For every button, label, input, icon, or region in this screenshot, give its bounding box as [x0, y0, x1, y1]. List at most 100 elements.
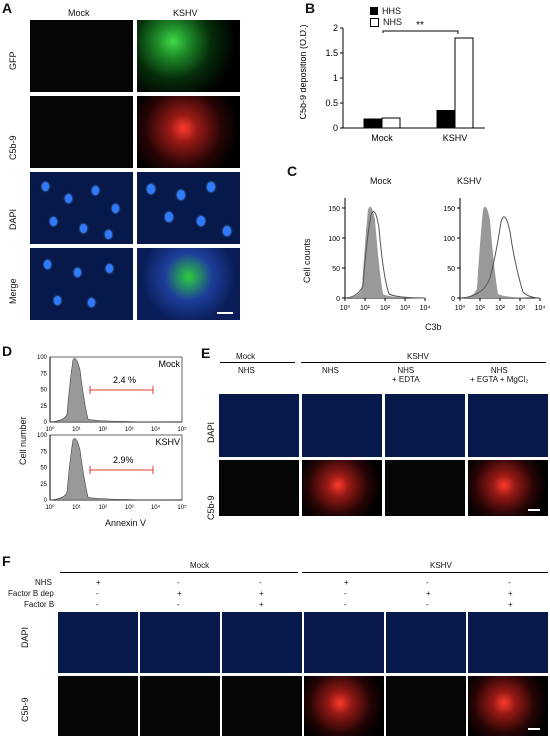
d-xtick-label: 10⁰: [45, 426, 55, 433]
c-xtick-label: 10⁴: [535, 305, 546, 312]
panel-f-sign: -: [177, 600, 180, 609]
d-ytick-label: 50: [40, 466, 47, 472]
panel-d-ylabel: Cell number: [18, 416, 28, 465]
b-ytick-label: 0: [333, 123, 338, 133]
panel-c-title-mock: Mock: [370, 176, 392, 186]
panel-f-treatment-factor-b-dep: Factor B dep: [8, 589, 54, 598]
panel-e-cond-1: NHS: [238, 366, 255, 375]
panel-d-mock-percent: 2.4 %: [113, 375, 136, 385]
panel-f-dapi-image: [140, 612, 220, 673]
panel-a-merge-mock-image: [30, 248, 133, 320]
d-xtick-label: 10⁴: [151, 426, 161, 433]
panel-e-cond-4: NHS + EGTA + MgCl₂: [470, 366, 529, 384]
panel-e-group-kshv: KSHV: [407, 352, 429, 361]
panel-d-kshv-label: KSHV: [155, 437, 180, 447]
panel-c-letter: C: [287, 163, 298, 179]
d-ytick-label: 25: [40, 482, 47, 488]
panel-a-dapi-mock-image: [30, 172, 133, 244]
panel-e-c5b9-4: [468, 460, 548, 516]
legend-nhs-swatch: [370, 17, 379, 27]
c-ytick-label: 150: [443, 206, 455, 213]
panel-c-histograms: 0 50 100 150 10⁰ 10¹ 10² 10³ 10⁴ 0 50 100 150 10⁰ 10¹ 1…: [328, 198, 546, 312]
panel-b-chart: C5b-9 deposition (O.D.) 0 0.5 1 1.5 2 Mock KS…: [300, 20, 485, 143]
d-ytick-label: 0: [44, 498, 48, 504]
panel-f-sign: +: [344, 578, 349, 587]
panel-f-sign: -: [177, 578, 180, 587]
panel-a-merge-kshv-image: [137, 248, 240, 320]
panel-f-group-kshv: KSHV: [430, 561, 452, 570]
d-xtick-label: 10³: [125, 505, 134, 511]
b-ytick-label: 0.5: [325, 98, 338, 108]
panel-f-sign: +: [508, 600, 513, 609]
panel-f-dapi-image: [58, 612, 138, 673]
panel-f-row-dapi: DAPI: [20, 626, 30, 648]
d-ytick-label: 75: [40, 371, 47, 377]
panel-a-row-gfp: GFP: [8, 51, 18, 70]
c-ytick-label: 0: [336, 296, 340, 303]
panel-f-sign: -: [259, 578, 262, 587]
scale-bar: [528, 509, 540, 511]
b-ytick-label: 1: [333, 73, 338, 83]
c-xtick-label: 10¹: [475, 305, 486, 312]
panel-b-letter: B: [305, 0, 316, 16]
d-xtick-label: 10¹: [72, 505, 81, 511]
panel-f-c5b9-image: [468, 676, 548, 736]
c-ytick-label: 50: [332, 266, 340, 273]
panel-c-xlabel: C3b: [425, 322, 442, 332]
bar-hhs-kshv: [436, 110, 456, 129]
panel-a-row-merge: Merge: [8, 278, 18, 304]
panel-f-letter: F: [2, 553, 11, 569]
c-xtick-label: 10²: [495, 305, 506, 312]
panel-e-row-c5b9: C5b-9: [206, 495, 216, 520]
panel-f-sign: -: [426, 600, 429, 609]
c-ytick-label: 50: [447, 266, 455, 273]
b-ytick-label: 2: [333, 23, 338, 33]
c-xtick-label: 10²: [380, 305, 391, 312]
kshv-c3b-histogram: [459, 216, 541, 299]
panel-f-sign: +: [177, 589, 182, 598]
d-ytick-label: 75: [40, 449, 47, 455]
panel-a-col-kshv: KSHV: [173, 8, 198, 18]
d-xtick-label: 10⁴: [151, 504, 161, 511]
panel-f-c5b9-image: [304, 676, 384, 736]
panel-f-sign: -: [96, 589, 99, 598]
panel-e-dapi-3: [385, 394, 465, 457]
d-xtick-label: 10⁰: [45, 504, 55, 511]
b-category-label: Mock: [371, 133, 393, 143]
panel-f-kshv-rule: [302, 572, 548, 573]
d-ytick-label: 25: [40, 404, 47, 410]
panel-a-gfp-mock-image: [30, 20, 133, 92]
panel-d-mock-label: Mock: [158, 359, 180, 369]
mock-control-histogram: [345, 206, 425, 298]
significance-bracket: [382, 30, 459, 34]
panel-e-c5b9-1: [219, 460, 299, 516]
c-xtick-label: 10⁰: [340, 304, 351, 312]
panel-c-ylabel: Cell counts: [302, 238, 312, 283]
panel-e-group-mock: Mock: [236, 352, 256, 361]
panel-f-sign: +: [259, 589, 264, 598]
d-ytick-label: 0: [44, 420, 48, 426]
panel-b-legend: HHS NHS: [370, 6, 402, 27]
kshv-control-histogram: [460, 206, 540, 298]
panel-f-dapi-image: [386, 612, 466, 673]
d-xtick-label: 10²: [98, 505, 107, 511]
panel-f-group-mock: Mock: [190, 561, 210, 570]
d-xtick-label: 10⁵: [177, 426, 187, 433]
panel-e-dapi-2: [302, 394, 382, 457]
panel-d-xlabel: Annexin V: [105, 518, 147, 528]
scale-bar: [528, 728, 540, 730]
panel-b-ylabel: C5b-9 deposition (O.D.): [300, 24, 308, 119]
c-ytick-label: 150: [328, 206, 340, 213]
bar-nhs-mock: [381, 117, 401, 129]
c-ytick-label: 100: [443, 236, 455, 243]
panel-a-letter: A: [2, 0, 13, 16]
mock-c3b-histogram: [344, 211, 426, 299]
panel-e-kshv-rule: [301, 362, 546, 363]
panel-f-sign: +: [96, 578, 101, 587]
d-xtick-label: 10⁵: [177, 504, 187, 511]
panel-f-c5b9-image: [386, 676, 466, 736]
c-xtick-label: 10³: [400, 305, 411, 312]
panel-f-c5b9-image: [140, 676, 220, 736]
panel-e-c5b9-2: [302, 460, 382, 516]
